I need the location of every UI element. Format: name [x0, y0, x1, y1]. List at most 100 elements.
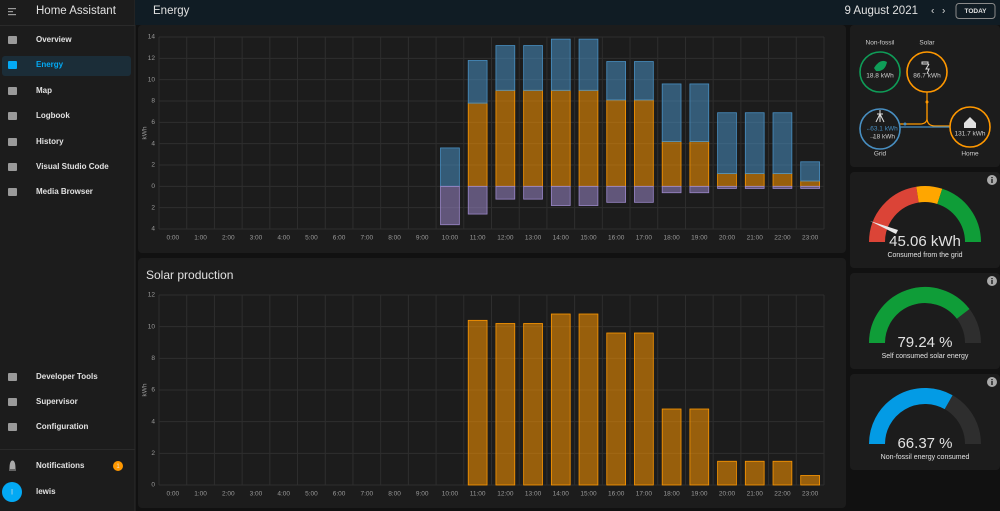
- bar: [661, 408, 682, 486]
- nav-item[interactable]: Overview: [36, 35, 72, 44]
- date: 9 August 2021: [844, 5, 918, 17]
- x-tick-label: 3:00: [250, 235, 263, 242]
- bar: [717, 460, 737, 486]
- bar: [661, 83, 682, 142]
- x-tick-label: 8:00: [388, 491, 401, 498]
- x-tick-label: 9:00: [416, 491, 429, 498]
- y-tick-label: 4: [151, 226, 155, 233]
- arrow: →: [869, 134, 876, 141]
- bar: [744, 112, 765, 174]
- bell-icon: [9, 460, 16, 471]
- bar: [578, 89, 599, 187]
- x-tick-label: 10:00: [442, 235, 459, 242]
- nav-icon: [8, 112, 17, 120]
- x-tick-label: 22:00: [774, 235, 791, 242]
- bar: [800, 475, 820, 486]
- bar: [772, 173, 793, 187]
- gauge-value-label: 79.24 %: [897, 334, 952, 351]
- y-axis-label: kWh: [142, 126, 149, 139]
- x-tick-label: 11:00: [470, 491, 486, 498]
- gauge-label: Self consumed solar energy: [882, 353, 969, 360]
- nav-item[interactable]: Logbook: [36, 111, 70, 120]
- nav-icon: [8, 61, 17, 69]
- bar: [800, 185, 820, 189]
- bar: [717, 185, 737, 189]
- nav-item[interactable]: Supervisor: [36, 397, 78, 406]
- nav-item[interactable]: Notifications: [36, 461, 85, 470]
- x-tick-label: 18:00: [663, 491, 680, 498]
- y-tick-label: 6: [151, 119, 155, 126]
- gauge-label: Consumed from the grid: [887, 252, 962, 259]
- bar: [744, 185, 765, 189]
- bar: [689, 83, 710, 142]
- nav-icon: [8, 87, 17, 95]
- bar: [523, 323, 543, 486]
- gauge-card: [850, 273, 1000, 369]
- menu-icon[interactable]: [8, 8, 16, 16]
- leaf-icon: [874, 60, 887, 72]
- bar: [578, 38, 599, 91]
- bar: [578, 185, 599, 206]
- active-item: [2, 56, 131, 76]
- nav-icon: [8, 138, 17, 146]
- nav-item[interactable]: Visual Studio Code: [36, 162, 109, 171]
- gauge-value: [869, 388, 953, 445]
- y-tick-label: 2: [151, 450, 155, 457]
- node-value: 86.7 kWh: [913, 73, 941, 80]
- nav-item[interactable]: Media Browser: [36, 187, 93, 196]
- nav-item[interactable]: Developer Tools: [36, 372, 98, 381]
- bar: [689, 408, 710, 486]
- bar: [661, 185, 682, 194]
- nav-item[interactable]: Energy: [36, 60, 64, 69]
- bar: [440, 147, 460, 187]
- y-tick-label: 12: [148, 55, 156, 62]
- x-tick-label: 5:00: [305, 491, 318, 498]
- gauge-value-label: 45.06 kWh: [889, 233, 961, 250]
- gauge-label: Non-fossil energy consumed: [881, 454, 970, 461]
- x-tick-label: 18:00: [663, 235, 680, 242]
- x-tick-label: 7:00: [360, 491, 373, 498]
- gauge-value: [869, 287, 970, 344]
- x-tick-label: 8:00: [388, 235, 401, 242]
- x-tick-label: 3:00: [250, 491, 263, 498]
- y-tick-label: 2: [151, 162, 155, 169]
- flow-lines: [900, 92, 950, 128]
- nav-item[interactable]: Configuration: [36, 422, 89, 431]
- x-tick-label: 19:00: [691, 235, 708, 242]
- x-tick-label: 4:00: [277, 491, 290, 498]
- today-label[interactable]: TODAY: [964, 8, 987, 15]
- x-tick-label: 21:00: [747, 491, 764, 498]
- next-button[interactable]: ›: [942, 6, 945, 17]
- nav-item[interactable]: History: [36, 137, 64, 146]
- nav-item[interactable]: Map: [36, 86, 52, 95]
- node-label: Solar: [919, 40, 935, 47]
- header-bar: [135, 0, 1000, 25]
- bar: [634, 332, 654, 486]
- chart-title: Solar production: [146, 268, 233, 282]
- bar: [634, 99, 654, 187]
- info-icons[interactable]: [987, 175, 997, 387]
- bar: [495, 45, 516, 91]
- bar: [606, 99, 627, 187]
- x-tick-label: 4:00: [277, 235, 290, 242]
- prev-button[interactable]: ‹: [931, 6, 934, 17]
- bar: [606, 332, 627, 486]
- node-label: Grid: [874, 151, 887, 158]
- y-axis-label: kWh: [142, 383, 149, 396]
- node-label: Non-fossil: [866, 40, 895, 47]
- avatar[interactable]: [2, 482, 22, 502]
- today-button[interactable]: [955, 3, 996, 19]
- bar: [467, 319, 488, 486]
- user-name[interactable]: lewis: [36, 487, 56, 496]
- bar: [550, 38, 571, 91]
- x-tick-label: 15:00: [580, 235, 597, 242]
- sidebar: [0, 0, 135, 511]
- grid-node: [859, 108, 901, 150]
- solar-node: [906, 51, 948, 93]
- bar: [550, 89, 571, 187]
- arrow: ←: [866, 126, 873, 133]
- node-value: 18.8 kWh: [866, 73, 894, 80]
- nav-icon: [8, 163, 17, 171]
- bar: [634, 185, 654, 203]
- bar: [800, 161, 820, 182]
